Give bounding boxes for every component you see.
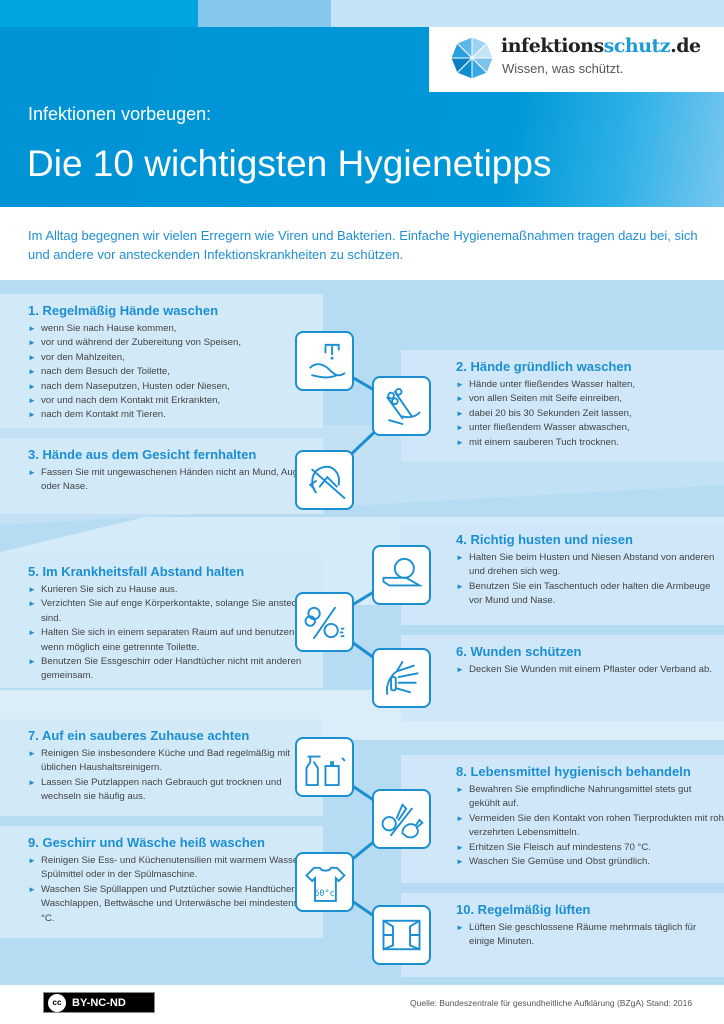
umbrella-icon: [450, 36, 494, 80]
tip-item: Halten Sie beim Husten und Niesen Abstan…: [456, 551, 724, 580]
tip-item: Kurieren Sie sich zu Hause aus.: [28, 583, 323, 598]
tip-item: Halten Sie sich in einem separaten Raum …: [28, 626, 323, 655]
tip-title: 2. Hände gründlich waschen: [456, 359, 632, 374]
tip-item: Lassen Sie Putzlappen nach Gebrauch gut …: [28, 776, 323, 805]
tip-item: nach dem Besuch der Toilette,: [28, 365, 323, 380]
page-title: Die 10 wichtigsten Hygienetipps: [27, 143, 552, 184]
tip-item: Bewahren Sie empfindliche Nahrungsmittel…: [456, 783, 724, 812]
tap-handwash-icon: [295, 331, 354, 391]
source-note: Quelle: Bundeszentrale für gesundheitlic…: [410, 998, 693, 1008]
cleaning-bottles-icon: [295, 737, 354, 797]
tip-card-9: 9. Geschirr und Wäsche heiß waschen Reini…: [0, 826, 323, 938]
tip-title: 9. Geschirr und Wäsche heiß waschen: [28, 835, 265, 850]
tip-card-10: 10. Regelmäßig lüften Lüften Sie geschlos…: [401, 893, 724, 977]
tip-item: vor und während der Zubereitung von Spei…: [28, 336, 323, 351]
tip-title: 6. Wunden schützen: [456, 644, 582, 659]
tip-card-4: 4. Richtig husten und niesen Halten Sie b…: [401, 523, 724, 625]
tip-item: Benutzen Sie Essgeschirr oder Handtücher…: [28, 655, 323, 684]
logo[interactable]: infektionsschutz.de Wissen, was schützt.: [429, 27, 724, 92]
tip-item: Lüften Sie geschlossene Räume mehrmals t…: [456, 921, 724, 950]
tip-list: Hände unter fließendes Wasser halten,von…: [456, 378, 724, 450]
tip-title: 4. Richtig husten und niesen: [456, 532, 633, 547]
tip-list: Fassen Sie mit ungewaschenen Händen nich…: [28, 466, 323, 495]
tip-item: nach dem Kontakt mit Tieren.: [28, 408, 323, 423]
tip-item: Benutzen Sie ein Taschentuch oder halten…: [456, 580, 724, 609]
tip-list: wenn Sie nach Hause kommen,vor und währe…: [28, 322, 323, 423]
logo-tagline: Wissen, was schützt.: [502, 61, 624, 76]
tip-card-7: 7. Auf ein sauberes Zuhause achten Reinig…: [0, 719, 323, 816]
tip-item: Erhitzen Sie Fleisch auf mindestens 70 °…: [456, 841, 724, 856]
tip-list: Reinigen Sie Ess- und Küchenutensilien m…: [28, 854, 323, 926]
tip-title: 3. Hände aus dem Gesicht fernhalten: [28, 447, 257, 462]
tip-card-8: 8. Lebensmittel hygienisch behandeln Bewa…: [401, 755, 724, 883]
tip-title: 1. Regelmäßig Hände waschen: [28, 303, 219, 318]
tip-card-2: 2. Hände gründlich waschen Hände unter fl…: [401, 350, 724, 461]
tip-title: 10. Regelmäßig lüften: [456, 902, 591, 917]
tip-item: Fassen Sie mit ungewaschenen Händen nich…: [28, 466, 323, 495]
svg-text:60°c: 60°c: [314, 889, 335, 899]
tip-title: 8. Lebensmittel hygienisch behandeln: [456, 764, 691, 779]
open-window-icon: [372, 905, 431, 965]
tip-item: dabei 20 bis 30 Sekunden Zeit lassen,: [456, 407, 724, 422]
tip-item: vor den Mahlzeiten,: [28, 351, 323, 366]
tip-item: unter fließendem Wasser abwaschen,: [456, 421, 724, 436]
tip-item: vor und nach dem Kontakt mit Erkrankten,: [28, 394, 323, 409]
tip-item: Verzichten Sie auf enge Körperkontakte, …: [28, 597, 323, 626]
no-face-touch-icon: [295, 450, 354, 510]
tip-item: Waschen Sie Spüllappen und Putztücher so…: [28, 883, 323, 926]
cc-icon: cc: [48, 993, 66, 1012]
page-kicker: Infektionen vorbeugen:: [28, 104, 212, 124]
tip-card-3: 3. Hände aus dem Gesicht fernhalten Fasse…: [0, 438, 323, 514]
tip-item: Waschen Sie Gemüse und Obst gründlich.: [456, 855, 724, 870]
tip-item: von allen Seiten mit Seife einreiben,: [456, 392, 724, 407]
tip-card-1: 1. Regelmäßig Hände waschen wenn Sie nach…: [0, 294, 323, 428]
cough-elbow-icon: [372, 545, 431, 605]
tip-item: Reinigen Sie Ess- und Küchenutensilien m…: [28, 854, 323, 883]
tip-list: Halten Sie beim Husten und Niesen Abstan…: [456, 551, 724, 609]
tip-list: Lüften Sie geschlossene Räume mehrmals t…: [456, 921, 724, 950]
bandaged-hand-icon: [372, 648, 431, 708]
top-strip-3: [331, 0, 724, 27]
food-separation-icon: [372, 789, 431, 849]
tip-item: wenn Sie nach Hause kommen,: [28, 322, 323, 337]
tip-card-5: 5. Im Krankheitsfall Abstand halten Kurie…: [0, 555, 323, 688]
tip-list: Decken Sie Wunden mit einem Pflaster ode…: [456, 663, 724, 678]
tip-card-6: 6. Wunden schützen Decken Sie Wunden mit …: [401, 635, 724, 721]
logo-wordmark: infektionsschutz.de: [501, 35, 701, 57]
tip-item: Hände unter fließendes Wasser halten,: [456, 378, 724, 393]
tip-item: Decken Sie Wunden mit einem Pflaster ode…: [456, 663, 724, 678]
tip-list: Kurieren Sie sich zu Hause aus.Verzichte…: [28, 583, 323, 684]
license-badge[interactable]: cc BY-NC-ND: [43, 992, 155, 1013]
tip-item: Reinigen Sie insbesondere Küche und Bad …: [28, 747, 323, 776]
tshirt-60-icon: 60°c: [295, 852, 354, 912]
keep-distance-icon: [295, 592, 354, 652]
tip-list: Bewahren Sie empfindliche Nahrungsmittel…: [456, 783, 724, 870]
tip-item: nach dem Naseputzen, Husten oder Niesen,: [28, 380, 323, 395]
tip-item: mit einem sauberen Tuch trocknen.: [456, 436, 724, 451]
top-strip-2: [198, 0, 331, 27]
soapy-hands-icon: [372, 376, 431, 436]
tip-title: 5. Im Krankheitsfall Abstand halten: [28, 564, 245, 579]
license-text: BY-NC-ND: [72, 996, 126, 1009]
tip-item: Vermeiden Sie den Kontakt von rohen Tier…: [456, 812, 724, 841]
intro-text: Im Alltag begegnen wir vielen Erregern w…: [28, 228, 698, 262]
tip-title: 7. Auf ein sauberes Zuhause achten: [28, 728, 250, 743]
tip-list: Reinigen Sie insbesondere Küche und Bad …: [28, 747, 323, 805]
top-strip-1: [0, 0, 198, 27]
